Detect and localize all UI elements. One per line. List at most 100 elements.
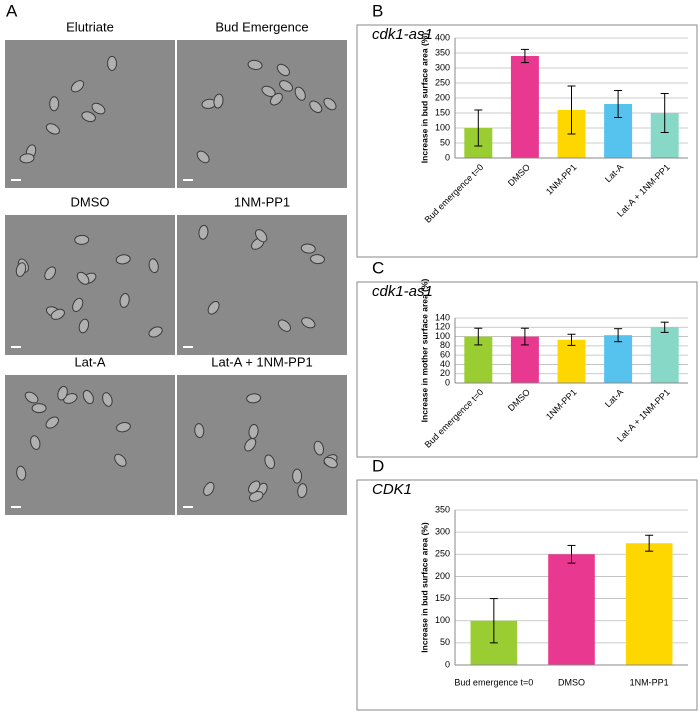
- y-tick-label: 0: [445, 377, 450, 387]
- error-bar: [474, 327, 483, 346]
- image-label: 1NM-PP1: [234, 194, 290, 209]
- x-tick-label: Bud emergence t=0: [454, 677, 533, 687]
- y-tick-label: 50: [440, 137, 450, 147]
- cell: [301, 317, 316, 329]
- error-bar: [567, 333, 576, 346]
- bar: [650, 327, 679, 383]
- chart-title: CDK1: [372, 481, 412, 498]
- cell: [203, 481, 215, 496]
- cell: [119, 292, 130, 308]
- image-label: Lat-A + 1NM-PP1: [211, 354, 313, 369]
- cell: [247, 480, 261, 494]
- cell: [19, 153, 35, 164]
- bar: [557, 339, 586, 383]
- cell: [148, 326, 163, 338]
- x-tick-label: Lat-A: [603, 387, 625, 409]
- cell: [45, 123, 60, 135]
- cell: [70, 80, 85, 93]
- error-bar: [567, 85, 576, 135]
- cell: [264, 454, 276, 470]
- error-bar: [489, 598, 498, 644]
- cell: [49, 96, 60, 112]
- panel-letter: D: [372, 456, 384, 475]
- image-label: Bud Emergence: [215, 19, 308, 34]
- cell: [44, 266, 57, 281]
- y-tick-label: 200: [435, 571, 450, 581]
- y-tick-label: 400: [435, 32, 450, 42]
- cell: [91, 102, 106, 115]
- cell: [81, 111, 96, 123]
- micrograph: [177, 40, 347, 188]
- image-label: Elutriate: [66, 19, 114, 34]
- error-bar: [520, 48, 529, 64]
- cell: [294, 86, 306, 101]
- cell: [277, 319, 291, 332]
- chart-title: cdk1-as1: [372, 283, 433, 300]
- x-tick-label: 1NM-PP1: [544, 162, 579, 197]
- y-tick-label: 100: [435, 331, 450, 341]
- y-tick-label: 300: [435, 527, 450, 537]
- cell: [30, 435, 41, 450]
- cell: [323, 456, 338, 469]
- x-tick-label: DMSO: [506, 387, 532, 413]
- y-tick-label: 200: [435, 92, 450, 102]
- cell: [82, 389, 94, 405]
- cell: [194, 423, 205, 439]
- x-tick-label: 1NM-PP1: [544, 387, 579, 422]
- cell: [244, 438, 257, 452]
- cell: [74, 234, 90, 245]
- cell: [323, 97, 337, 111]
- y-axis-label: Increase in mother surface area (%): [419, 279, 429, 423]
- cell: [292, 468, 303, 484]
- y-tick-label: 120: [435, 322, 450, 332]
- y-tick-label: 150: [435, 593, 450, 603]
- error-bar: [645, 534, 654, 552]
- panel-letter: A: [6, 1, 18, 20]
- cell: [57, 385, 68, 401]
- x-tick-label: Bud emergence t=0: [423, 387, 486, 450]
- cell: [116, 422, 131, 433]
- cell: [50, 308, 65, 320]
- error-bar: [660, 93, 669, 133]
- bar: [548, 554, 595, 665]
- error-bar: [614, 90, 623, 118]
- cell: [63, 393, 78, 404]
- cell: [279, 80, 294, 92]
- x-tick-label: 1NM-PP1: [630, 677, 669, 687]
- cell: [247, 59, 263, 70]
- cell: [76, 271, 90, 285]
- cell: [31, 403, 47, 414]
- x-tick-label: DMSO: [558, 677, 585, 687]
- cell: [213, 93, 224, 109]
- cell: [198, 224, 209, 240]
- y-tick-label: 0: [445, 659, 450, 669]
- y-tick-label: 50: [440, 637, 450, 647]
- cell: [107, 55, 118, 71]
- cell: [313, 440, 325, 456]
- cell: [207, 301, 220, 315]
- cell: [78, 318, 90, 334]
- y-tick-label: 60: [440, 350, 450, 360]
- y-tick-label: 350: [435, 504, 450, 514]
- x-tick-label: DMSO: [506, 162, 532, 188]
- micrograph: [5, 215, 175, 355]
- cell: [246, 393, 262, 404]
- cell: [276, 63, 290, 77]
- cell: [300, 243, 316, 254]
- y-tick-label: 20: [440, 368, 450, 378]
- image-label: Lat-A: [74, 354, 105, 369]
- cell: [16, 465, 27, 481]
- panel-letter: B: [372, 1, 383, 20]
- y-tick-label: 350: [435, 47, 450, 57]
- cell: [269, 92, 283, 106]
- chart-frame: [356, 24, 698, 258]
- y-tick-label: 300: [435, 62, 450, 72]
- cell: [196, 150, 210, 164]
- cell: [309, 100, 323, 114]
- y-tick-label: 0: [445, 152, 450, 162]
- error-bar: [614, 328, 623, 343]
- error-bar: [567, 544, 576, 564]
- chart-title: cdk1-as1: [372, 26, 433, 43]
